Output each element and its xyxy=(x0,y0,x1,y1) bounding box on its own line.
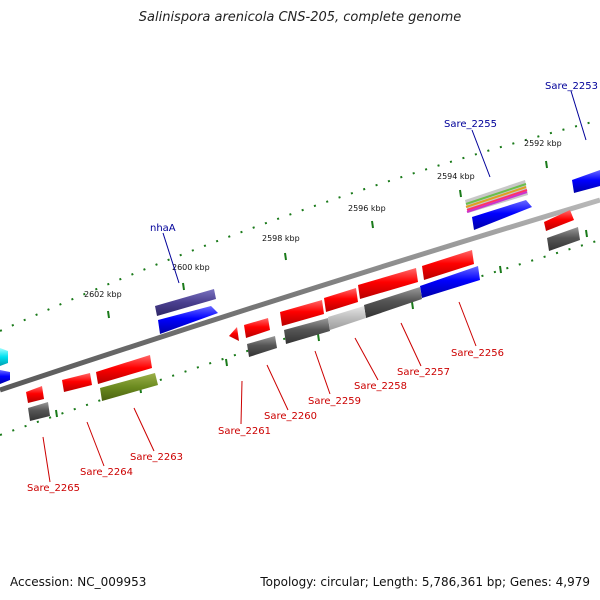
scale-label: 2594 kbp xyxy=(437,172,475,181)
gene-sare-2256-cds[interactable] xyxy=(422,250,474,280)
accession-text: Accession: NC_009953 xyxy=(10,575,147,589)
gene-sare-2253-cds[interactable] xyxy=(572,170,600,193)
gene-label[interactable]: Sare_2260 xyxy=(264,411,317,422)
gene-label[interactable]: Sare_2256 xyxy=(451,348,504,359)
gene-label[interactable]: Sare_2263 xyxy=(130,452,183,463)
gene-sare-2257-cds[interactable] xyxy=(358,268,418,299)
gene-right-red[interactable] xyxy=(544,210,574,231)
gene-sare-2258-pseudo[interactable] xyxy=(328,306,366,330)
gene-labels: Sare_2253 Sare_2255 nhaA Sare_2256 Sare_… xyxy=(27,81,598,494)
gene-sare-2265-pseudo[interactable] xyxy=(28,402,50,421)
gene-sare-2259-cds[interactable] xyxy=(280,300,324,326)
map-title: Salinispora arenicola CNS-205, complete … xyxy=(138,10,462,25)
gene-label[interactable]: Sare_2261 xyxy=(218,426,271,437)
scale-label: 2592 kbp xyxy=(524,139,562,148)
gene-label[interactable]: Sare_2259 xyxy=(308,396,361,407)
gene-nhaA-misc-feature[interactable] xyxy=(155,289,216,316)
gene-label[interactable]: Sare_2258 xyxy=(354,381,407,392)
forward-features xyxy=(0,170,600,384)
gene-nhaA-cds[interactable] xyxy=(158,306,218,334)
reverse-features xyxy=(26,210,580,421)
scale-label: 2602 kbp xyxy=(84,290,122,299)
blue-feature-left[interactable] xyxy=(0,370,10,384)
gene-sare-2257-pseudo[interactable] xyxy=(364,287,422,318)
gene-sare-2259-pseudo[interactable] xyxy=(284,318,330,344)
gene-label[interactable]: Sare_2253 xyxy=(545,81,598,92)
gene-sare-2261-cds[interactable] xyxy=(229,327,239,341)
gene-sare-2255-stripes xyxy=(465,183,528,213)
label-connectors xyxy=(42,90,587,483)
gene-sare-2265-cds[interactable] xyxy=(26,386,44,403)
gene-sare-2255-cds[interactable] xyxy=(472,200,532,230)
gene-label[interactable]: Sare_2257 xyxy=(397,367,450,378)
scale-label: 2596 kbp xyxy=(348,204,386,213)
gene-sare-2263-misc-feature[interactable] xyxy=(100,373,158,401)
gene-label[interactable]: nhaA xyxy=(150,223,176,234)
genome-backbone xyxy=(0,197,600,393)
genome-info-text: Topology: circular; Length: 5,786,361 bp… xyxy=(260,575,590,589)
gene-sare-2260-pseudo[interactable] xyxy=(247,336,277,357)
gene-sare-2258-cds[interactable] xyxy=(324,288,358,312)
major-ticks xyxy=(55,160,588,418)
gene-sare-2263-cds[interactable] xyxy=(96,355,152,384)
scale-label: 2600 kbp xyxy=(172,263,210,272)
gene-label[interactable]: Sare_2264 xyxy=(80,467,133,478)
cyan-feature[interactable] xyxy=(0,348,8,366)
gene-label[interactable]: Sare_2265 xyxy=(27,483,80,494)
gene-label[interactable]: Sare_2255 xyxy=(444,119,497,130)
gene-right-gray[interactable] xyxy=(547,227,580,251)
gene-sare-2260-cds[interactable] xyxy=(244,318,270,338)
gene-sare-2264-cds[interactable] xyxy=(62,373,92,392)
scale-label: 2598 kbp xyxy=(262,234,300,243)
scale-labels: 2602 kbp 2600 kbp 2598 kbp 2596 kbp 2594… xyxy=(84,139,562,299)
gene-sare-2256-rna[interactable] xyxy=(420,266,480,298)
scale-track-outer xyxy=(0,119,600,332)
